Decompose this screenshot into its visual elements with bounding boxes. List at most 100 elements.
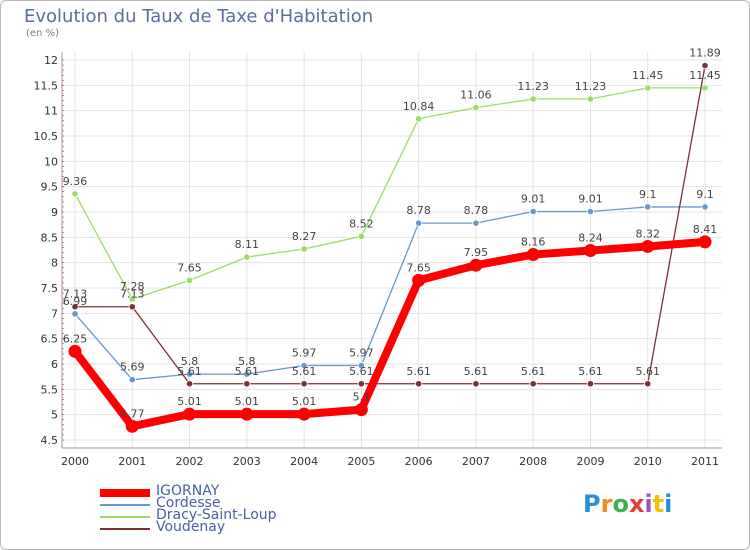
x-tick-label: 2010 bbox=[634, 455, 662, 468]
legend-label: Voudenay bbox=[156, 519, 226, 535]
data-label-igornay: 8.32 bbox=[635, 227, 660, 240]
data-label-voudenay: 5.61 bbox=[177, 365, 202, 378]
data-label-dracy-saint-loup: 11.45 bbox=[632, 69, 664, 82]
data-label-dracy-saint-loup: 11.23 bbox=[575, 80, 607, 93]
y-tick-label: 11 bbox=[44, 105, 58, 118]
data-label-cordesse: 9.1 bbox=[639, 188, 657, 201]
x-tick-label: 2004 bbox=[290, 455, 318, 468]
legend-swatch bbox=[100, 504, 150, 506]
data-point-igornay bbox=[240, 407, 254, 421]
data-label-cordesse: 9.1 bbox=[696, 188, 714, 201]
data-label-voudenay: 5.61 bbox=[578, 365, 603, 378]
chart-title: Evolution du Taux de Taxe d'Habitation bbox=[24, 6, 374, 27]
data-label-voudenay: 5.61 bbox=[235, 365, 260, 378]
x-tick-label: 2003 bbox=[233, 455, 261, 468]
x-tick-label: 2008 bbox=[519, 455, 547, 468]
data-point-voudenay bbox=[701, 61, 709, 70]
data-label-igornay: 5.1 bbox=[353, 391, 371, 404]
legend-swatch bbox=[100, 516, 150, 518]
data-label-dracy-saint-loup: 7.65 bbox=[177, 261, 202, 274]
data-label-igornay: 8.24 bbox=[578, 232, 603, 245]
y-tick-label: 5 bbox=[51, 409, 58, 422]
data-point-cordesse bbox=[300, 361, 308, 370]
legend-label: Dracy-Saint-Loup bbox=[156, 507, 277, 523]
legend-label: Cordesse bbox=[156, 495, 221, 511]
series-line-voudenay bbox=[74, 64, 706, 385]
y-tick-label: 4.5 bbox=[41, 434, 59, 447]
series-layer bbox=[68, 61, 712, 433]
x-tick-label: 2011 bbox=[691, 455, 719, 468]
data-label-voudenay: 7.13 bbox=[63, 288, 88, 301]
data-label-dracy-saint-loup: 8.11 bbox=[235, 238, 260, 251]
legend-item-voudenay: Voudenay bbox=[100, 519, 360, 536]
legend-item-cordesse: Cordesse bbox=[100, 495, 360, 512]
grid bbox=[62, 52, 722, 448]
data-point-voudenay bbox=[472, 380, 480, 388]
data-point-cordesse bbox=[71, 310, 79, 318]
data-point-igornay bbox=[469, 258, 483, 272]
data-point-dracy-saint-loup bbox=[128, 295, 136, 303]
data-point-voudenay bbox=[185, 380, 194, 388]
data-point-dracy-saint-loup bbox=[701, 84, 709, 92]
logo-letter: x bbox=[628, 490, 645, 518]
data-label-dracy-saint-loup: 8.27 bbox=[292, 230, 317, 243]
data-point-cordesse bbox=[415, 219, 423, 227]
data-point-voudenay bbox=[243, 380, 251, 388]
data-point-dracy-saint-loup bbox=[472, 104, 480, 112]
y-tick-label: 7.5 bbox=[41, 282, 59, 295]
data-point-cordesse bbox=[472, 219, 480, 227]
legend-swatch bbox=[100, 528, 150, 530]
data-label-cordesse: 5.97 bbox=[292, 347, 317, 360]
data-point-igornay bbox=[354, 403, 368, 417]
data-point-igornay bbox=[183, 407, 197, 421]
data-point-cordesse bbox=[128, 376, 136, 384]
data-label-dracy-saint-loup: 8.52 bbox=[349, 217, 374, 230]
chart-subtitle: (en %) bbox=[26, 28, 59, 39]
data-label-cordesse: 9.01 bbox=[578, 192, 603, 205]
x-tick-label: 2001 bbox=[118, 455, 146, 468]
x-tick-label: 2009 bbox=[576, 455, 604, 468]
y-tick-label: 6 bbox=[51, 358, 58, 371]
data-point-voudenay bbox=[71, 303, 79, 311]
y-tick-label: 10 bbox=[44, 155, 58, 168]
data-point-cordesse bbox=[701, 203, 709, 211]
proxiti-logo: Proxiti bbox=[583, 490, 672, 518]
data-point-cordesse bbox=[357, 361, 365, 370]
data-point-dracy-saint-loup bbox=[300, 245, 308, 253]
y-tick-label: 5.5 bbox=[41, 383, 59, 396]
data-point-igornay bbox=[698, 235, 712, 249]
data-point-voudenay bbox=[415, 380, 423, 388]
y-tick-label: 11.5 bbox=[34, 79, 59, 92]
data-point-igornay bbox=[412, 273, 426, 287]
y-tick-label: 7 bbox=[51, 307, 58, 320]
data-label-igornay: 8.41 bbox=[693, 223, 718, 236]
data-point-cordesse bbox=[243, 370, 251, 378]
data-label-cordesse: 5.8 bbox=[238, 355, 256, 368]
data-label-dracy-saint-loup: 11.06 bbox=[460, 89, 492, 102]
data-label-voudenay: 5.61 bbox=[406, 365, 431, 378]
data-label-cordesse: 5.8 bbox=[181, 355, 199, 368]
data-label-voudenay: 5.61 bbox=[464, 365, 489, 378]
x-tick-label: 2002 bbox=[176, 455, 204, 468]
series-line-igornay bbox=[71, 237, 709, 431]
y-tick-label: 10.5 bbox=[34, 130, 59, 143]
data-label-igornay: 8.16 bbox=[521, 236, 546, 249]
data-point-voudenay bbox=[644, 380, 652, 388]
data-label-igornay: 5.01 bbox=[235, 395, 260, 408]
data-point-dracy-saint-loup bbox=[529, 95, 537, 103]
data-point-igornay bbox=[125, 419, 139, 433]
data-label-cordesse: 6.99 bbox=[63, 295, 88, 308]
data-point-cordesse bbox=[185, 370, 194, 378]
logo-letter: r bbox=[600, 490, 613, 518]
legend-item-igornay: IGORNAY bbox=[100, 483, 360, 500]
data-point-dracy-saint-loup bbox=[357, 232, 365, 240]
x-tick-label: 2005 bbox=[347, 455, 375, 468]
data-labels: 9.36 7.28 7.65 8.11 8.27 8.52 10.84 11.06 11.23 1… bbox=[63, 47, 721, 421]
data-label-dracy-saint-loup: 9.36 bbox=[63, 175, 88, 188]
data-label-cordesse: 8.78 bbox=[464, 204, 489, 217]
logo-letter: t bbox=[652, 490, 665, 518]
data-label-igornay: 5.01 bbox=[292, 395, 317, 408]
data-point-dracy-saint-loup bbox=[243, 253, 251, 261]
data-point-voudenay bbox=[357, 380, 365, 388]
